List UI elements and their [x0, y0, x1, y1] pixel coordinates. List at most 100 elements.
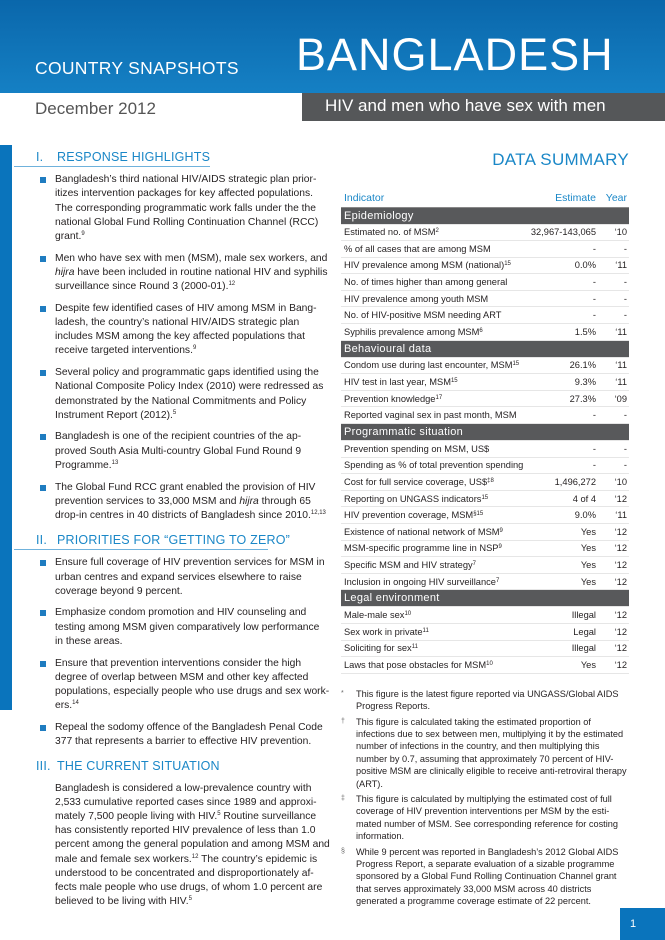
year-cell: ‘10 — [599, 473, 629, 491]
footnote-ref: 7 — [495, 577, 500, 584]
text-run: have been included in routine national H… — [55, 266, 328, 293]
data-summary: DATA SUMMARY Indicator Estimate Year Epi… — [341, 150, 631, 911]
indicator-cell: Inclusion in ongoing HIV surveillance7 — [341, 573, 528, 591]
header-banner: COUNTRY SNAPSHOTS BANGLADESH — [0, 0, 665, 93]
footnote-mark: ‡ — [341, 795, 345, 802]
indicator-label: Reported vaginal sex in past month, MSM — [344, 410, 517, 421]
table-row: HIV prevalence among MSM (national)15 0.0… — [341, 257, 629, 275]
estimate-cell: 1,496,272 — [527, 473, 599, 491]
footnote-text: While 9 percent was reported in Banglade… — [356, 846, 619, 907]
indicator-cell: HIV test in last year, MSM15 — [341, 373, 528, 391]
indicator-cell: Prevention spending on MSM, US$ — [341, 440, 528, 458]
footnote-ref: 10 — [404, 611, 412, 618]
year-cell: - — [599, 240, 629, 258]
footnote-mark: § — [341, 847, 345, 855]
year-cell: ‘10 — [599, 224, 629, 242]
estimate-cell: Yes — [527, 523, 599, 541]
year-cell: ‘11 — [599, 257, 629, 275]
indicator-cell: Specific MSM and HIV strategy7 — [341, 556, 528, 574]
text-run: The country’s epidemic is understood to … — [55, 853, 323, 908]
indicator-cell: Prevention knowledge17 — [341, 390, 528, 408]
footnote: ‡ This figure is calculated by multiplyin… — [341, 793, 631, 843]
footnote-ref: 5 — [217, 810, 221, 817]
table-row: HIV test in last year, MSM15 9.3% ‘11 — [341, 373, 629, 391]
text-run: The Global Fund RCC grant enabled the pr… — [55, 481, 316, 507]
series-title: COUNTRY SNAPSHOTS — [35, 58, 239, 78]
table-row: Specific MSM and HIV strategy7 Yes ‘12 — [341, 556, 629, 574]
estimate-cell: - — [527, 290, 599, 308]
table-row: Existence of national network of MSM9 Yes… — [341, 523, 629, 541]
footnote-ref: 12,13 — [310, 509, 326, 516]
section-number: III. — [36, 759, 51, 774]
indicator-cell: Cost for full service coverage, US$‡8 — [341, 473, 528, 491]
estimate-cell: - — [527, 440, 599, 458]
indicator-label: Condom use during last encounter, MSM — [344, 360, 513, 371]
section-number: II. — [36, 533, 48, 548]
text-run: Ensure that prevention interventions con… — [55, 657, 330, 712]
footnote-ref: 13 — [111, 459, 119, 466]
estimate-cell: 9.3% — [527, 373, 599, 391]
list-item: Ensure that prevention interventions con… — [14, 657, 330, 714]
indicator-label: Existence of national network of MSM — [344, 526, 500, 537]
table-section-header: Programmatic situation — [341, 423, 629, 442]
year-cell: ‘12 — [599, 490, 629, 508]
year-cell: ‘12 — [599, 606, 629, 624]
footnote-ref: 9 — [192, 345, 197, 352]
text-run: Bangladesh’s third national HIV/AIDS str… — [55, 174, 319, 243]
table-row: Prevention spending on MSM, US$ - - — [341, 440, 629, 458]
table-section-header: Legal environment — [341, 589, 629, 608]
estimate-cell: 1.5% — [527, 323, 599, 341]
section-heading: II. PRIORITIES FOR “GETTING TO ZERO” — [14, 533, 290, 551]
italic-term: hijra — [239, 495, 259, 507]
text-run: Routine surveillance has consistently re… — [55, 810, 330, 865]
list-item: Bangladesh’s third national HIV/AIDS str… — [14, 173, 330, 244]
footnote-ref: 15 — [450, 378, 458, 385]
indicator-cell: HIV prevention coverage, MSM§15 — [341, 506, 528, 524]
indicator-cell: HIV prevalence among MSM (national)15 — [341, 257, 528, 275]
indicator-label: No. of HIV-positive MSM needing ART — [344, 310, 502, 321]
table-row: HIV prevention coverage, MSM§15 9.0% ‘11 — [341, 506, 629, 524]
estimate-cell: - — [527, 273, 599, 291]
section-name: Legal environment — [341, 589, 629, 608]
footnote-ref: 6 — [479, 327, 483, 334]
indicator-label: Estimated no. of MSM — [344, 227, 436, 238]
list-item: Emphasize condom promotion and HIV couns… — [14, 606, 330, 649]
year-cell: ‘12 — [599, 656, 629, 674]
table-row: Cost for full service coverage, US$‡8 1,4… — [341, 473, 629, 491]
indicator-cell: Reporting on UNGASS indicators15 — [341, 490, 528, 508]
footnote-text: This figure is calculated taking the est… — [356, 716, 627, 789]
section-name: Programmatic situation — [341, 423, 629, 442]
estimate-cell: 9.0% — [527, 506, 599, 524]
footnote-ref: 9 — [498, 544, 502, 551]
indicator-label: Sex work in private — [344, 626, 423, 637]
estimate-cell: 32,967-143,065 — [527, 224, 599, 242]
text-run: Emphasize condom promotion and HIV couns… — [55, 607, 320, 647]
text-run: Repeal the sodomy offence of the Banglad… — [55, 721, 323, 748]
table-row: MSM-specific programme line in NSP9 Yes ‘1… — [341, 540, 629, 558]
data-summary-title: DATA SUMMARY — [492, 150, 629, 169]
bullet-square-icon — [40, 255, 46, 262]
year-cell: ‘12 — [599, 623, 629, 641]
list-item: Bangladesh is one of the recipient count… — [14, 430, 330, 473]
estimate-cell: - — [527, 240, 599, 258]
year-cell: ‘11 — [599, 357, 629, 375]
estimate-cell: 0.0% — [527, 257, 599, 275]
text-run: Men who have sex with men (MSM), male se… — [55, 252, 328, 264]
list-item: Repeal the sodomy offence of the Banglad… — [14, 721, 330, 749]
footnote-ref: 12 — [191, 853, 199, 860]
bullet-square-icon — [40, 660, 46, 667]
left-column: I. RESPONSE HIGHLIGHTS Bangladesh’s third … — [14, 150, 330, 909]
footnote-text: This figure is calculated by multiplying… — [356, 794, 618, 842]
list-item: The Global Fund RCC grant enabled the pr… — [14, 481, 330, 524]
table-row: % of all cases that are among MSM - - — [341, 240, 629, 258]
table-row: Inclusion in ongoing HIV surveillance7 Ye… — [341, 573, 629, 591]
footnote-ref: 15 — [504, 261, 511, 268]
table-row: Reported vaginal sex in past month, MSM -… — [341, 406, 629, 425]
indicator-label: HIV prevalence among youth MSM — [344, 293, 489, 304]
table-row: HIV prevalence among youth MSM - - — [341, 290, 629, 308]
footnote-ref: 11 — [411, 644, 418, 651]
indicator-label: HIV prevalence among MSM (national) — [344, 260, 505, 271]
indicator-label: Prevention spending on MSM, US$ — [344, 443, 490, 454]
publication-date: December 2012 — [35, 99, 156, 118]
footnote-ref: 5 — [172, 409, 177, 416]
